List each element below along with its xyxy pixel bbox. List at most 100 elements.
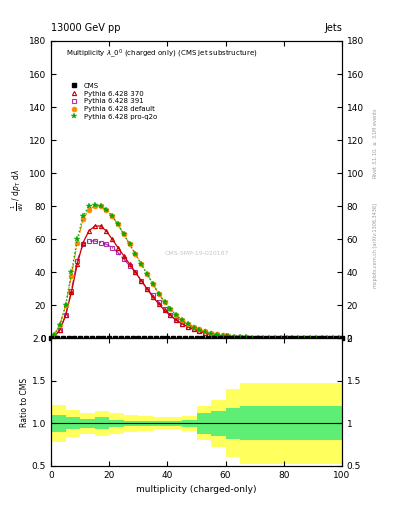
Pythia 6.428 default bbox=[244, 334, 248, 340]
Pythia 6.428 391 bbox=[284, 335, 289, 342]
Pythia 6.428 391 bbox=[325, 335, 330, 342]
Pythia 6.428 391 bbox=[191, 326, 196, 332]
Pythia 6.428 370 bbox=[250, 335, 254, 341]
Pythia 6.428 391 bbox=[220, 333, 225, 339]
Pythia 6.428 391 bbox=[197, 328, 202, 334]
Pythia 6.428 370 bbox=[69, 289, 74, 295]
Pythia 6.428 pro-q2o bbox=[151, 281, 155, 287]
Pythia 6.428 default bbox=[121, 231, 126, 238]
Pythia 6.428 370 bbox=[209, 331, 213, 337]
Pythia 6.428 391 bbox=[313, 335, 318, 342]
Y-axis label: $\frac{1}{\mathrm{d}N}$ / $\mathrm{d}p_\mathrm{T}$ $\mathrm{d}\lambda$: $\frac{1}{\mathrm{d}N}$ / $\mathrm{d}p_\… bbox=[10, 169, 26, 210]
CMS bbox=[49, 335, 53, 342]
Pythia 6.428 370 bbox=[290, 335, 295, 342]
Pythia 6.428 default bbox=[215, 331, 219, 337]
Pythia 6.428 pro-q2o bbox=[57, 322, 62, 328]
Pythia 6.428 391 bbox=[185, 324, 190, 330]
Pythia 6.428 391 bbox=[255, 335, 260, 341]
Pythia 6.428 391 bbox=[110, 244, 114, 250]
Pythia 6.428 391 bbox=[319, 335, 324, 342]
Pythia 6.428 370 bbox=[279, 335, 283, 342]
Pythia 6.428 default bbox=[104, 206, 109, 212]
Pythia 6.428 391 bbox=[75, 258, 80, 264]
Pythia 6.428 391 bbox=[174, 317, 178, 323]
Pythia 6.428 370 bbox=[185, 324, 190, 330]
Pythia 6.428 391 bbox=[98, 240, 103, 246]
Pythia 6.428 pro-q2o bbox=[139, 261, 143, 267]
Pythia 6.428 pro-q2o bbox=[104, 206, 109, 212]
Pythia 6.428 370 bbox=[139, 278, 143, 284]
Pythia 6.428 default bbox=[325, 335, 330, 342]
Pythia 6.428 391 bbox=[273, 335, 277, 342]
Pythia 6.428 pro-q2o bbox=[220, 333, 225, 339]
Legend: CMS, Pythia 6.428 370, Pythia 6.428 391, Pythia 6.428 default, Pythia 6.428 pro-: CMS, Pythia 6.428 370, Pythia 6.428 391,… bbox=[63, 80, 160, 123]
Line: CMS: CMS bbox=[50, 337, 343, 340]
Pythia 6.428 default bbox=[313, 335, 318, 342]
Pythia 6.428 391 bbox=[133, 269, 138, 275]
Pythia 6.428 391 bbox=[290, 335, 295, 342]
Pythia 6.428 pro-q2o bbox=[267, 335, 272, 341]
Pythia 6.428 370 bbox=[261, 335, 266, 341]
Pythia 6.428 default bbox=[203, 328, 208, 334]
Line: Pythia 6.428 pro-q2o: Pythia 6.428 pro-q2o bbox=[51, 202, 342, 341]
Pythia 6.428 370 bbox=[92, 223, 97, 229]
Pythia 6.428 370 bbox=[325, 335, 330, 342]
Pythia 6.428 default bbox=[151, 281, 155, 287]
Pythia 6.428 pro-q2o bbox=[290, 335, 295, 342]
Pythia 6.428 370 bbox=[168, 312, 173, 318]
Text: 13000 GeV pp: 13000 GeV pp bbox=[51, 23, 121, 33]
Pythia 6.428 default bbox=[319, 335, 324, 342]
Pythia 6.428 default bbox=[220, 332, 225, 338]
Text: mcplots.cern.ch [arXiv:1306.3436]: mcplots.cern.ch [arXiv:1306.3436] bbox=[373, 203, 378, 288]
Pythia 6.428 default bbox=[284, 335, 289, 342]
Pythia 6.428 default bbox=[162, 299, 167, 305]
Pythia 6.428 391 bbox=[244, 334, 248, 340]
Pythia 6.428 370 bbox=[331, 335, 336, 342]
Pythia 6.428 pro-q2o bbox=[261, 335, 266, 341]
Pythia 6.428 391 bbox=[162, 306, 167, 312]
Pythia 6.428 pro-q2o bbox=[168, 306, 173, 312]
CMS bbox=[334, 335, 338, 342]
Pythia 6.428 391 bbox=[302, 335, 307, 342]
Pythia 6.428 391 bbox=[127, 263, 132, 269]
Pythia 6.428 default bbox=[296, 335, 301, 342]
Pythia 6.428 370 bbox=[110, 236, 114, 242]
Pythia 6.428 pro-q2o bbox=[232, 334, 237, 340]
Pythia 6.428 pro-q2o bbox=[331, 335, 336, 342]
Pythia 6.428 391 bbox=[209, 331, 213, 337]
Pythia 6.428 default bbox=[63, 302, 68, 308]
Y-axis label: Ratio to CMS: Ratio to CMS bbox=[20, 378, 29, 426]
Pythia 6.428 default bbox=[75, 240, 80, 246]
Pythia 6.428 default bbox=[250, 334, 254, 340]
Pythia 6.428 391 bbox=[92, 238, 97, 244]
Pythia 6.428 370 bbox=[116, 244, 120, 250]
Line: Pythia 6.428 370: Pythia 6.428 370 bbox=[52, 224, 341, 340]
Pythia 6.428 pro-q2o bbox=[302, 335, 307, 342]
Pythia 6.428 391 bbox=[145, 286, 149, 292]
CMS bbox=[340, 335, 344, 342]
Pythia 6.428 391 bbox=[215, 332, 219, 338]
Pythia 6.428 default bbox=[57, 322, 62, 328]
Pythia 6.428 default bbox=[86, 206, 91, 212]
Pythia 6.428 370 bbox=[302, 335, 307, 342]
Pythia 6.428 pro-q2o bbox=[250, 334, 254, 340]
Pythia 6.428 default bbox=[92, 203, 97, 209]
Pythia 6.428 pro-q2o bbox=[156, 291, 161, 297]
Text: Multiplicity $\lambda$_0$^0$ (charged only) (CMS jet substructure): Multiplicity $\lambda$_0$^0$ (charged on… bbox=[66, 47, 257, 60]
Pythia 6.428 default bbox=[255, 335, 260, 341]
Pythia 6.428 default bbox=[145, 271, 149, 277]
Pythia 6.428 370 bbox=[215, 332, 219, 338]
Pythia 6.428 391 bbox=[121, 256, 126, 262]
Pythia 6.428 391 bbox=[331, 335, 336, 342]
Pythia 6.428 pro-q2o bbox=[92, 202, 97, 208]
Pythia 6.428 391 bbox=[81, 241, 85, 247]
Pythia 6.428 370 bbox=[174, 317, 178, 323]
Pythia 6.428 370 bbox=[145, 286, 149, 292]
Pythia 6.428 pro-q2o bbox=[296, 335, 301, 342]
CMS bbox=[113, 335, 118, 342]
Pythia 6.428 370 bbox=[180, 321, 184, 327]
Pythia 6.428 pro-q2o bbox=[98, 203, 103, 209]
Pythia 6.428 391 bbox=[51, 334, 56, 340]
Pythia 6.428 default bbox=[51, 332, 56, 338]
Pythia 6.428 default bbox=[69, 272, 74, 279]
